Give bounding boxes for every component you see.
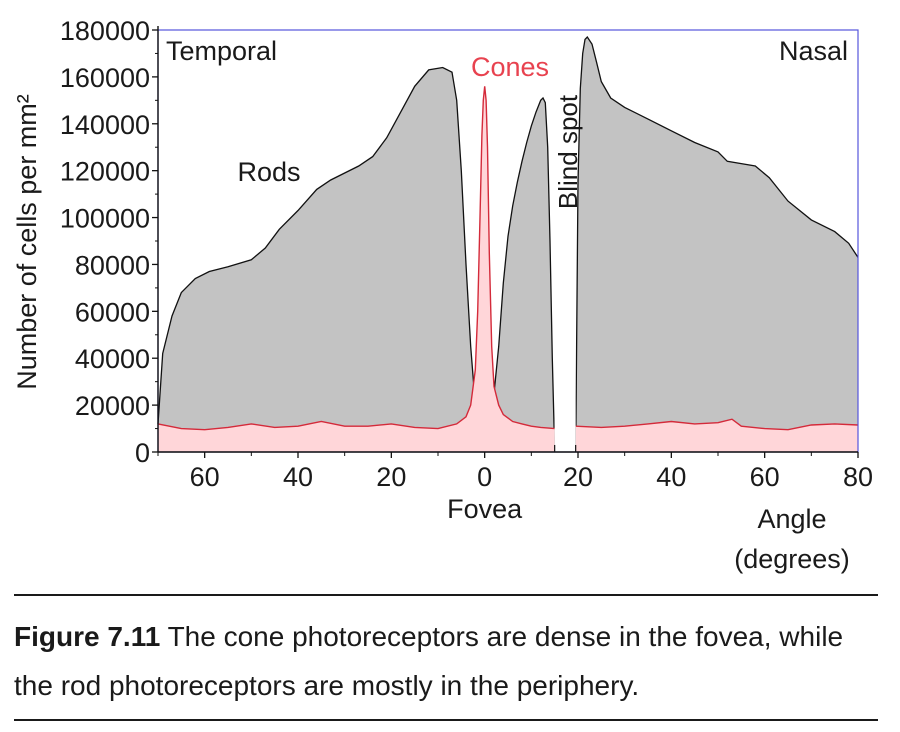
y-tick-label-0: 0 <box>135 438 150 468</box>
temporal-label: Temporal <box>166 36 277 66</box>
y-tick-label-140000: 140000 <box>60 110 150 140</box>
x-tick-label-2: 20 <box>376 462 406 492</box>
x-tick-label-3: 0 <box>477 462 492 492</box>
nasal-label: Nasal <box>779 36 848 66</box>
cones-line-segment-1 <box>157 86 555 431</box>
figure-caption: Figure 7.11 The cone photoreceptors are … <box>14 612 884 710</box>
y-tick-label-160000: 160000 <box>60 63 150 93</box>
rods-line-segment-1 <box>157 66 483 453</box>
y-tick-label-180000: 180000 <box>60 16 150 46</box>
blind-spot-band <box>554 30 576 452</box>
x-tick-label-6: 60 <box>750 462 780 492</box>
blind-spot-annotation: Blind spot <box>553 94 583 209</box>
y-tick-label-100000: 100000 <box>60 204 150 234</box>
rods-line-segment-2 <box>489 96 556 453</box>
y-tick-label-40000: 40000 <box>75 344 150 374</box>
figure-label: Figure 7.11 <box>14 621 161 652</box>
x-tick-label-7: 80 <box>843 462 873 492</box>
x-axis-label-fovea: Fovea <box>447 494 523 524</box>
rods-line-segment-3 <box>575 35 859 453</box>
caption-top-rule <box>14 594 878 596</box>
caption-bottom-rule <box>14 719 878 721</box>
chart-labels: 0 20000 40000 60000 80000 100000 120000 140000 1… <box>12 16 873 574</box>
y-tick-label-80000: 80000 <box>75 250 150 280</box>
x-tick-label-0: 60 <box>190 462 220 492</box>
plot-area <box>157 30 859 453</box>
x-axis-label-angle: Angle <box>757 504 826 534</box>
x-axis-label-degrees: (degrees) <box>734 544 850 574</box>
cones-line-segment-2 <box>575 418 859 431</box>
cones-area-segment-2 <box>575 419 858 452</box>
rods-area-segment-1 <box>158 67 482 452</box>
rods-area-segment-3 <box>575 37 858 452</box>
x-tick-label-1: 40 <box>283 462 313 492</box>
rods-area-segment-2 <box>490 98 555 452</box>
chart: 0 20000 40000 60000 80000 100000 120000 140000 1… <box>12 16 873 574</box>
y-axis-title: Number of cells per mm² <box>12 94 42 390</box>
y-tick-label-60000: 60000 <box>75 297 150 327</box>
caption-text: The cone photoreceptors are dense in the… <box>14 621 844 701</box>
x-tick-label-5: 40 <box>656 462 686 492</box>
y-tick-label-120000: 120000 <box>60 157 150 187</box>
y-tick-label-20000: 20000 <box>75 391 150 421</box>
x-tick-label-4: 20 <box>563 462 593 492</box>
axes <box>152 26 859 458</box>
cones-annotation: Cones <box>471 52 549 82</box>
rods-annotation: Rods <box>237 157 300 187</box>
